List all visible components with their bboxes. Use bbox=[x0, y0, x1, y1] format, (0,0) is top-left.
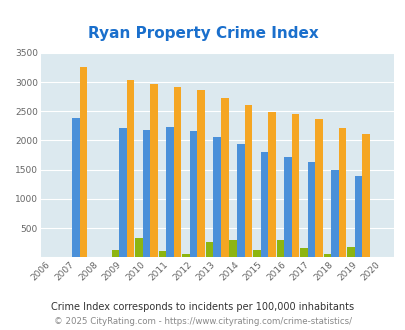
Bar bbox=[190, 131, 197, 257]
Text: Crime Index corresponds to incidents per 100,000 inhabitants: Crime Index corresponds to incidents per… bbox=[51, 302, 354, 312]
Bar bbox=[72, 118, 79, 257]
Bar bbox=[314, 119, 322, 257]
Text: © 2025 CityRating.com - https://www.cityrating.com/crime-statistics/: © 2025 CityRating.com - https://www.city… bbox=[54, 317, 351, 326]
Bar bbox=[330, 170, 338, 257]
Bar bbox=[126, 80, 134, 257]
Bar bbox=[323, 254, 330, 257]
Bar bbox=[291, 114, 298, 257]
Bar bbox=[244, 105, 252, 257]
Bar bbox=[111, 250, 119, 257]
Bar bbox=[158, 251, 166, 257]
Bar bbox=[205, 242, 213, 257]
Bar bbox=[213, 137, 220, 257]
Bar bbox=[354, 176, 361, 257]
Bar bbox=[150, 84, 158, 257]
Bar bbox=[267, 112, 275, 257]
Bar bbox=[119, 128, 126, 257]
Bar bbox=[135, 238, 143, 257]
Bar bbox=[338, 128, 345, 257]
Bar bbox=[252, 250, 260, 257]
Bar bbox=[197, 90, 205, 257]
Bar bbox=[173, 87, 181, 257]
Bar bbox=[182, 254, 190, 257]
Bar bbox=[220, 98, 228, 257]
Bar bbox=[276, 241, 283, 257]
Bar bbox=[166, 127, 173, 257]
Text: Ryan Property Crime Index: Ryan Property Crime Index bbox=[87, 26, 318, 41]
Bar bbox=[79, 67, 87, 257]
Bar bbox=[299, 248, 307, 257]
Bar bbox=[143, 130, 150, 257]
Bar bbox=[361, 134, 369, 257]
Bar bbox=[229, 241, 237, 257]
Bar bbox=[307, 162, 314, 257]
Bar bbox=[284, 157, 291, 257]
Bar bbox=[237, 144, 244, 257]
Bar bbox=[260, 152, 267, 257]
Bar bbox=[346, 247, 354, 257]
